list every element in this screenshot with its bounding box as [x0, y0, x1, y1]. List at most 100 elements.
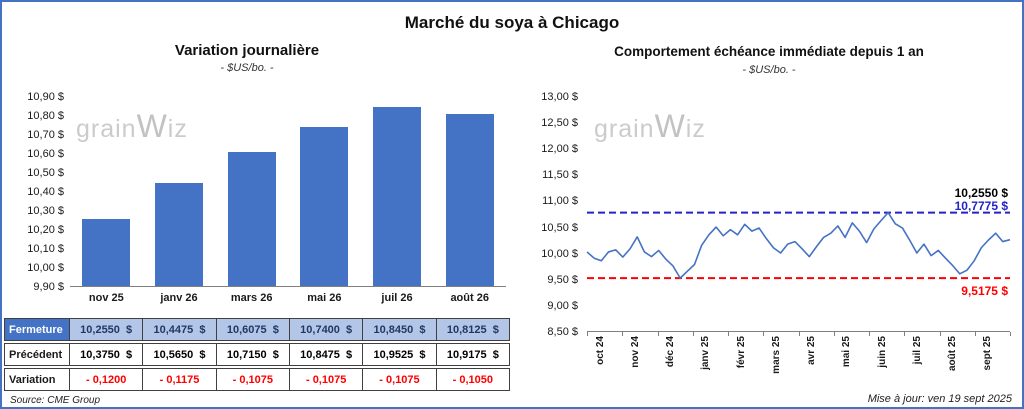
line-x-tick-label: févr 25 — [735, 336, 747, 369]
bar — [227, 152, 276, 286]
axis-tick-mark — [657, 332, 659, 336]
table-cell-value: 10,7400 $ — [289, 319, 363, 340]
row-label: Précédent — [9, 348, 63, 361]
bar-y-tick-label: 9,90 $ — [33, 281, 64, 293]
line-y-tick-label: 13,00 $ — [541, 91, 578, 103]
bar — [82, 218, 131, 286]
table-row: Variation - 0,1200- 0,1175- 0,1075- 0,107… — [4, 368, 510, 391]
bar-slot — [433, 97, 506, 286]
axis-tick-mark — [763, 332, 765, 336]
line-y-tick-label: 12,50 $ — [541, 117, 578, 130]
table-cell-value: - 0,1050 — [435, 369, 509, 390]
table-cell-value: 10,5650 $ — [142, 344, 215, 365]
axis-tick-mark — [1010, 332, 1011, 336]
source-note: Source: CME Group — [10, 395, 101, 406]
table-cell-value: - 0,1075 — [362, 369, 435, 390]
last-price-label: 10,2550 $ — [954, 186, 1008, 201]
line-x-tick-label: oct 24 — [594, 336, 606, 365]
bar-slot — [361, 97, 434, 286]
line-x-tick-label: mars 25 — [770, 336, 782, 374]
table-cell-value: 10,9525 $ — [362, 344, 435, 365]
year-high-label: 10,7775 $ — [954, 199, 1008, 214]
line-x-tick-label: déc 24 — [665, 336, 677, 368]
table-cell-value: - 0,1075 — [289, 369, 362, 390]
table-cell-value: 10,4475 $ — [142, 319, 216, 340]
grainwiz-watermark: grainWiz — [594, 108, 706, 145]
bar — [300, 127, 349, 286]
line-chart-plot: 10,2550 $ 10,7775 $ 9,5175 $ — [586, 97, 1011, 332]
bar — [445, 113, 494, 286]
watermark-text: grain — [594, 115, 655, 143]
axis-tick-mark — [904, 332, 906, 336]
bar-chart-x-axis: nov 25 janv 26 mars 26 mai 26 juil 26 août 26 — [70, 292, 506, 304]
line-x-tick-label: juin 25 — [876, 336, 888, 368]
watermark-text: grain — [76, 115, 137, 143]
line-y-tick-label: 12,00 $ — [541, 143, 578, 156]
line-x-tick-label: mai 25 — [841, 336, 853, 368]
table-cell-value: 10,6075 $ — [215, 319, 289, 340]
axis-tick-mark — [622, 332, 624, 336]
bar-y-tick-label: 10,40 $ — [27, 186, 64, 198]
line-y-tick-label: 9,50 $ — [547, 273, 578, 286]
category-label: août 26 — [450, 292, 489, 304]
line-y-tick-label: 11,50 $ — [542, 169, 578, 182]
watermark-text: W — [136, 108, 168, 144]
grainwiz-watermark: grainWiz — [76, 108, 188, 145]
category-label: janv 26 — [160, 292, 198, 304]
watermark-text: W — [654, 108, 686, 144]
line-x-tick-label: janv 25 — [700, 336, 712, 370]
bar-chart-subtitle: - $US/bo. - — [220, 62, 274, 74]
price-table: Fermeture 10,2550 $10,4475 $10,6075 $10,7… — [4, 318, 510, 393]
line-x-tick-label: avr 25 — [806, 336, 818, 365]
table-cell-value: 10,9175 $ — [435, 344, 509, 365]
table-cell-value: 10,2550 $ — [69, 319, 143, 340]
line-chart-y-axis: 13,00 $ 12,50 $ 12,00 $ 11,50 $ 11,00 $ 10,50… — [522, 91, 578, 338]
watermark-text: iz — [685, 115, 706, 143]
line-chart-title: Comportement échéance immédiate depuis 1… — [614, 44, 924, 59]
table-cell-value: - 0,1200 — [69, 369, 142, 390]
bar-y-tick-label: 10,70 $ — [27, 129, 64, 141]
line-chart-x-axis: oct 24 nov 24 déc 24 janv 25 févr 25 mars 25 a… — [587, 332, 1011, 386]
bar-slot — [215, 97, 288, 286]
axis-tick-mark — [728, 332, 729, 336]
line-x-tick-label: sept 25 — [982, 336, 994, 371]
bar-y-tick-label: 10,20 $ — [27, 224, 64, 236]
page-title: Marché du soya à Chicago — [404, 13, 620, 32]
axis-tick-mark — [798, 332, 800, 336]
bar-y-tick-label: 10,80 $ — [27, 110, 64, 122]
table-cell-value: 10,8125 $ — [435, 319, 509, 340]
row-label: Variation — [9, 373, 56, 386]
table-cell-value: 10,8450 $ — [362, 319, 436, 340]
bar — [155, 182, 203, 286]
update-date: Mise à jour: ven 19 sept 2025 — [867, 393, 1012, 405]
line-y-tick-label: 11,00 $ — [542, 195, 578, 208]
line-x-tick-label: nov 24 — [629, 336, 641, 368]
category-label: mars 26 — [230, 292, 273, 304]
line-y-tick-label: 9,00 $ — [547, 299, 578, 312]
bar-slot — [70, 97, 143, 286]
bar-chart-title: Variation journalière — [174, 42, 320, 59]
line-y-tick-label: 8,50 $ — [547, 326, 578, 338]
table-cell-value: - 0,1175 — [142, 369, 215, 390]
bar-chart-y-axis: 10,90 $ 10,80 $ 10,70 $ 10,60 $ 10,50 $ 10,40… — [4, 91, 64, 293]
axis-tick-mark — [869, 332, 870, 336]
axis-tick-mark — [692, 332, 694, 336]
axis-tick-mark — [587, 332, 588, 336]
bar-slot — [288, 97, 361, 286]
axis-tick-mark — [833, 332, 835, 336]
table-row: Fermeture 10,2550 $10,4475 $10,6075 $10,7… — [4, 318, 510, 341]
bar-y-tick-label: 10,60 $ — [27, 148, 64, 160]
line-y-tick-label: 10,00 $ — [541, 247, 578, 260]
bar-y-tick-label: 10,00 $ — [27, 262, 64, 274]
watermark-text: iz — [167, 115, 188, 143]
table-cell-value: - 0,1075 — [215, 369, 289, 390]
bar — [373, 107, 422, 286]
category-label: juil 26 — [381, 292, 413, 304]
row-label: Fermeture — [5, 319, 69, 340]
bar-y-tick-label: 10,30 $ — [27, 205, 64, 217]
line-chart-subtitle: - $US/bo. - — [742, 64, 796, 76]
line-x-tick-label: août 25 — [947, 336, 959, 372]
axis-tick-mark — [939, 332, 941, 336]
table-cell-value: 10,7150 $ — [215, 344, 289, 365]
